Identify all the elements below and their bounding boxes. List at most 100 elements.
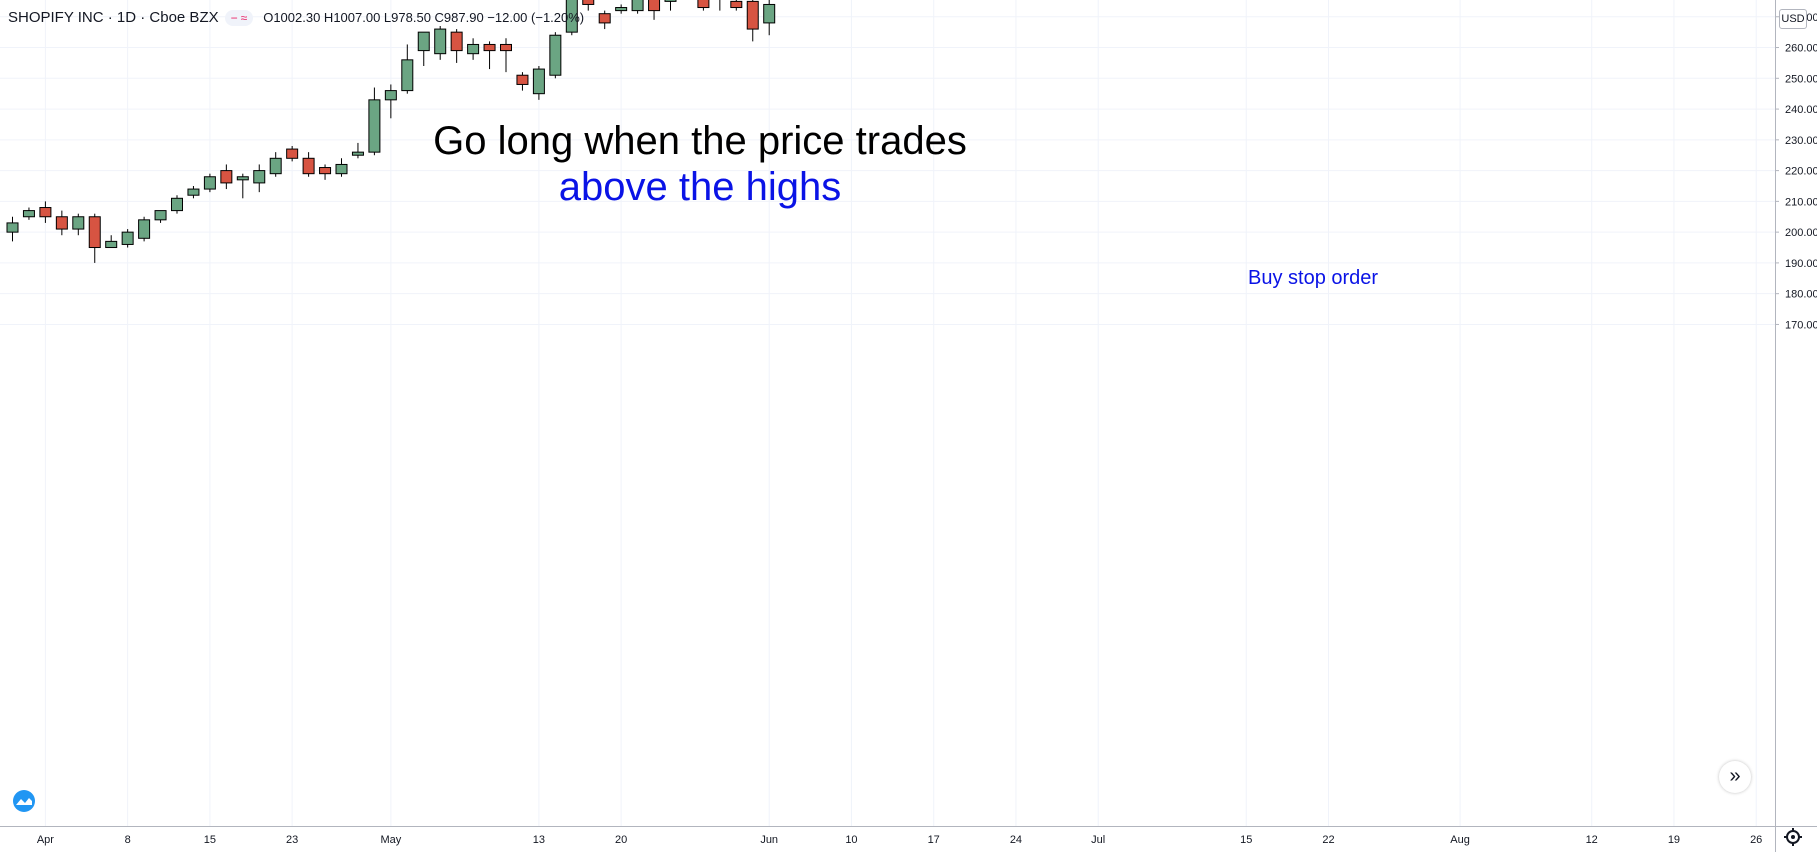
price-axis-bg bbox=[1775, 0, 1817, 852]
candle-down bbox=[516, 72, 529, 91]
candle-down bbox=[450, 29, 463, 63]
candle-body bbox=[565, 0, 578, 33]
candle-up bbox=[203, 173, 216, 193]
chart-grid bbox=[0, 0, 1775, 826]
time-tick-label: May bbox=[380, 834, 401, 846]
price-tick-label: 240.00 bbox=[1785, 104, 1817, 116]
candle-up bbox=[719, 0, 721, 11]
time-tick-label: 12 bbox=[1586, 834, 1598, 846]
price-tick-label: 180.00 bbox=[1785, 289, 1817, 301]
time-tick-label: Apr bbox=[37, 834, 54, 846]
time-tick-label: Jul bbox=[1091, 834, 1105, 846]
candle-body bbox=[417, 31, 430, 52]
price-tick-label: 210.00 bbox=[1785, 196, 1817, 208]
candle-body bbox=[582, 0, 595, 5]
candle-body bbox=[549, 34, 562, 76]
price-tick-label: 190.00 bbox=[1785, 258, 1817, 270]
candle-body bbox=[138, 219, 151, 239]
double-chevron-right-icon[interactable]: » bbox=[1719, 761, 1751, 793]
candle-body bbox=[154, 210, 167, 221]
time-tick-label: 20 bbox=[615, 834, 627, 846]
candle-up bbox=[171, 195, 183, 214]
candle-body bbox=[516, 74, 529, 85]
candle-up bbox=[269, 152, 282, 177]
candle-up bbox=[351, 142, 364, 159]
candle-down bbox=[88, 213, 101, 263]
buy-stop-label: Buy stop order bbox=[1248, 267, 1379, 289]
price-tick-label: 200.00 bbox=[1785, 227, 1817, 239]
candle-body bbox=[730, 0, 743, 9]
candle-up bbox=[335, 158, 348, 177]
candle-up bbox=[401, 44, 414, 94]
time-tick-label: 26 bbox=[1750, 834, 1762, 846]
candle-body bbox=[55, 216, 68, 230]
candle-down bbox=[697, 0, 710, 11]
candle-body bbox=[286, 148, 299, 159]
candle-body bbox=[203, 176, 216, 190]
candle-down bbox=[302, 152, 315, 177]
candle-body bbox=[598, 13, 611, 24]
time-tick-label: 24 bbox=[1010, 834, 1022, 846]
candle-body bbox=[220, 170, 233, 184]
time-tick-label: 13 bbox=[533, 834, 545, 846]
candle-down bbox=[598, 10, 611, 30]
candle-body bbox=[88, 216, 101, 249]
candle-body bbox=[39, 207, 52, 218]
candle-body bbox=[6, 222, 19, 233]
candle-down bbox=[730, 0, 743, 11]
annotation-headline: Go long when the price trades above the … bbox=[420, 118, 980, 210]
candle-body bbox=[384, 90, 397, 101]
candle-body bbox=[648, 0, 661, 12]
candle-body bbox=[351, 151, 364, 156]
candle-body bbox=[72, 216, 85, 230]
candle-body bbox=[532, 68, 545, 95]
candle-up bbox=[384, 84, 397, 119]
time-tick-label: 22 bbox=[1322, 834, 1334, 846]
candle-body bbox=[483, 43, 496, 52]
candle-body bbox=[319, 167, 332, 175]
candle-body bbox=[763, 3, 776, 24]
time-tick-label: 8 bbox=[125, 834, 131, 846]
candle-body bbox=[253, 170, 266, 184]
symbol-title[interactable]: SHOPIFY INC · 1D · Cboe BZX bbox=[8, 9, 219, 26]
candle-body bbox=[171, 197, 183, 212]
candle-up bbox=[253, 164, 266, 193]
time-tick-label: Jun bbox=[760, 834, 778, 846]
tradingview-logo-icon[interactable] bbox=[10, 789, 38, 813]
price-tick-label: 170.00 bbox=[1785, 319, 1817, 331]
candle-body bbox=[664, 0, 677, 2]
candle-body bbox=[401, 59, 414, 92]
gear-icon[interactable] bbox=[1783, 827, 1803, 847]
time-tick-label: Aug bbox=[1450, 834, 1470, 846]
candle-down bbox=[39, 201, 52, 223]
candle-up bbox=[615, 4, 628, 14]
annotation-line-1: Go long when the price trades bbox=[433, 119, 967, 163]
candle-up bbox=[417, 31, 430, 66]
candle-body bbox=[269, 157, 282, 175]
indicator-pill[interactable]: − ≈ bbox=[224, 9, 254, 26]
time-tick-label: 10 bbox=[845, 834, 857, 846]
candle-body bbox=[187, 188, 200, 196]
candle-up bbox=[664, 0, 677, 11]
time-tick-label: 19 bbox=[1668, 834, 1680, 846]
candle-up bbox=[187, 185, 200, 199]
candle-body bbox=[335, 163, 348, 175]
minus-icon: − bbox=[230, 10, 238, 25]
candle-down bbox=[55, 210, 68, 236]
candle-body bbox=[697, 0, 710, 9]
candle-body bbox=[236, 176, 249, 181]
time-axis-bg bbox=[0, 826, 1775, 852]
candle-body bbox=[105, 240, 118, 249]
price-tick-label: 260.00 bbox=[1785, 43, 1817, 55]
candle-up bbox=[631, 0, 644, 14]
candle-up bbox=[368, 87, 381, 156]
currency-badge[interactable]: USD bbox=[1779, 9, 1807, 29]
candle-up bbox=[236, 173, 249, 199]
candle-down bbox=[286, 145, 299, 162]
candle-body bbox=[450, 31, 463, 52]
candle-up bbox=[105, 235, 118, 249]
candle-up bbox=[154, 210, 167, 223]
candle-down bbox=[746, 0, 759, 42]
wave-icon: ≈ bbox=[240, 10, 248, 25]
